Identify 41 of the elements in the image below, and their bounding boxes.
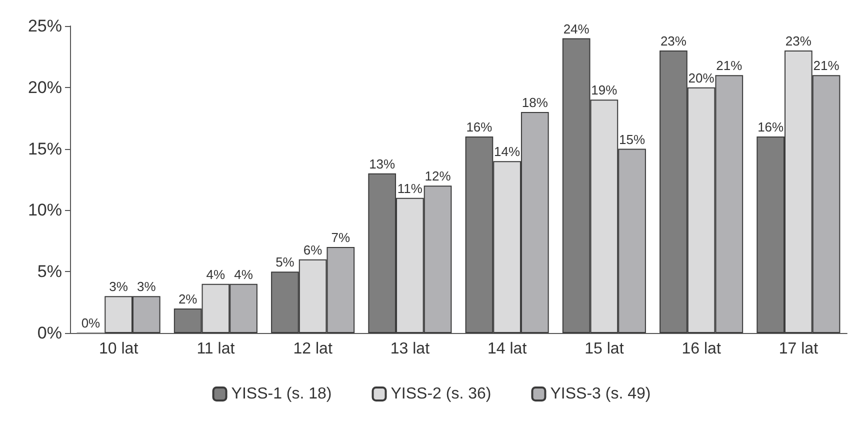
x-tick-label: 11 lat [196,340,236,358]
data-label: 4% [234,266,254,282]
legend-label: YISS-1 (s. 18) [231,386,332,402]
data-label: 23% [660,34,687,49]
legend-label: YISS-3 (s. 49) [550,386,651,402]
x-tick-label: 15 lat [584,340,624,358]
x-tick-label: 13 lat [390,340,430,358]
y-tick-label: 15% [28,139,62,158]
x-tick-label: 17 lat [778,340,819,358]
y-tick-label: 20% [28,78,62,97]
data-label: 21% [716,58,743,74]
data-label: 11% [397,180,423,196]
data-label: 21% [813,58,840,74]
data-label: 20% [688,70,715,86]
x-tick-label: 16 lat [682,340,722,358]
data-label: 12% [424,168,452,184]
legend-label: YISS-2 (s. 36) [390,386,492,402]
data-label: 3% [137,279,156,294]
data-label: 16% [758,120,784,135]
x-tick-label: 12 lat [293,340,333,358]
data-label: 18% [522,94,548,110]
y-tick-label: 25% [28,16,62,36]
data-label: 13% [369,156,396,172]
y-tick-label: 5% [37,262,62,282]
data-label: 19% [591,82,618,98]
data-label: 2% [178,291,198,306]
data-label: 0% [81,316,101,330]
data-label: 6% [303,242,323,258]
y-tick-label: 0% [37,324,62,342]
y-tick-label: 10% [28,200,62,220]
x-tick-label: 10 lat [98,340,139,358]
x-tick-label: 14 lat [487,340,528,358]
data-label: 15% [619,132,646,147]
data-label: 24% [563,21,590,36]
data-label: 4% [206,266,226,282]
data-label: 23% [785,34,812,49]
data-label: 5% [276,254,295,270]
data-label: 16% [466,120,493,135]
data-label: 7% [331,230,350,246]
data-label: 3% [109,279,128,294]
data-label: 14% [494,144,521,160]
